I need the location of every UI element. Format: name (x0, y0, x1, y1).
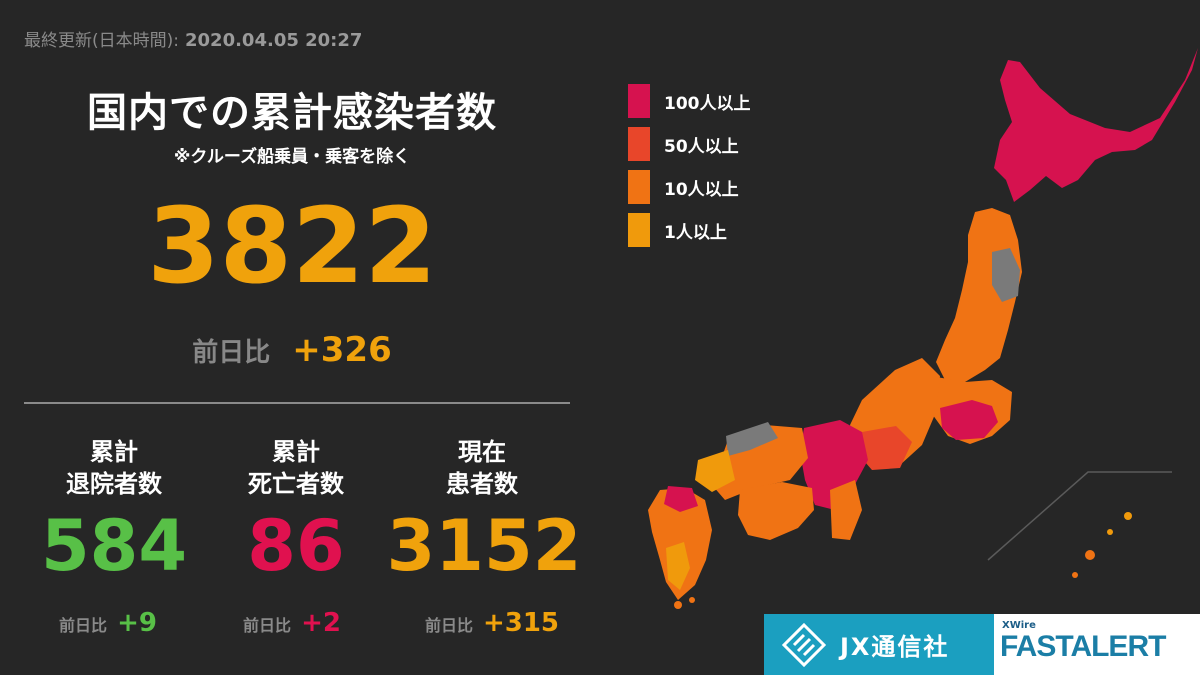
total-cases-value: 3822 (147, 185, 437, 307)
jx-logo-icon (782, 622, 826, 667)
total-diff-value: +326 (292, 330, 392, 370)
patients-heading-line2: 患者数 (446, 470, 518, 498)
patients-diff: 前日比 +315 (392, 608, 592, 638)
legend-label: 10人以上 (664, 179, 739, 200)
deaths-value: 86 (247, 505, 345, 587)
okinawa-island (1072, 572, 1078, 578)
legend-swatch (628, 170, 650, 204)
okinawa-island (1107, 529, 1113, 535)
island (674, 601, 682, 609)
deaths-diff-label: 前日比 (243, 616, 292, 635)
region-shikoku (738, 482, 814, 540)
region-yamaguchi (695, 450, 735, 492)
legend-swatch (628, 127, 650, 161)
patients-diff-value: +315 (482, 608, 560, 638)
legend-swatch (628, 213, 650, 247)
island (652, 512, 658, 518)
page-title: 国内での累計感染者数 (87, 90, 497, 136)
last-updated: 最終更新(日本時間): 2020.04.05 20:27 (24, 26, 362, 51)
legend-swatch (628, 84, 650, 118)
region-iwate (992, 248, 1020, 302)
fastalert-logo: XWire FASTALERT (994, 614, 1200, 675)
fastalert-text: FASTALERT (1000, 630, 1166, 663)
legend-label: 100人以上 (664, 93, 751, 114)
region-fukuoka (664, 486, 698, 512)
divider (24, 402, 570, 404)
okinawa-island (1085, 550, 1095, 560)
deaths-heading: 累計 死亡者数 (206, 436, 386, 500)
total-cases-diff: 前日比 +326 (22, 330, 562, 370)
last-updated-timestamp: 2020.04.05 20:27 (185, 30, 363, 51)
legend-item-10plus: 10人以上 (628, 170, 739, 204)
jx-logo-text: JX通信社 (840, 633, 950, 661)
region-kii (830, 480, 862, 540)
island (689, 597, 695, 603)
region-tokyo (940, 400, 998, 440)
last-updated-label: 最終更新(日本時間): (24, 31, 179, 51)
region-kagoshima (666, 542, 690, 590)
recovered-heading-line2: 退院者数 (66, 470, 162, 498)
patients-diff-label: 前日比 (424, 616, 473, 635)
patients-value: 3152 (386, 505, 582, 587)
deaths-diff: 前日比 +2 (192, 608, 392, 638)
okinawa-island (1124, 512, 1132, 520)
deaths-heading-line2: 死亡者数 (248, 470, 344, 498)
okinawa-inset-frame (987, 471, 1172, 561)
recovered-diff: 前日比 +9 (8, 608, 208, 638)
recovered-diff-value: +9 (117, 608, 157, 638)
xwire-label: XWire (1002, 620, 1036, 631)
total-diff-label: 前日比 (192, 338, 271, 368)
patients-heading-line1: 現在 (458, 438, 506, 466)
recovered-heading-line1: 累計 (90, 438, 138, 466)
deaths-heading-line1: 累計 (272, 438, 320, 466)
patients-heading: 現在 患者数 (392, 436, 572, 500)
recovered-value: 584 (40, 505, 188, 587)
legend-label: 1人以上 (664, 222, 727, 243)
legend-item-100plus: 100人以上 (628, 84, 751, 118)
region-aichi (858, 426, 912, 470)
legend-item-1plus: 1人以上 (628, 213, 727, 247)
deaths-diff-value: +2 (301, 608, 341, 638)
jx-logo: JX通信社 (764, 614, 994, 675)
legend-item-50plus: 50人以上 (628, 127, 739, 161)
region-hokkaido (994, 48, 1198, 202)
recovered-diff-label: 前日比 (59, 616, 108, 635)
japan-map (648, 48, 1198, 609)
region-shimane (726, 422, 778, 456)
legend-label: 50人以上 (664, 136, 739, 157)
recovered-heading: 累計 退院者数 (24, 436, 204, 500)
page-subtitle: ※クルーズ船乗員・乗客を除く (173, 147, 411, 167)
